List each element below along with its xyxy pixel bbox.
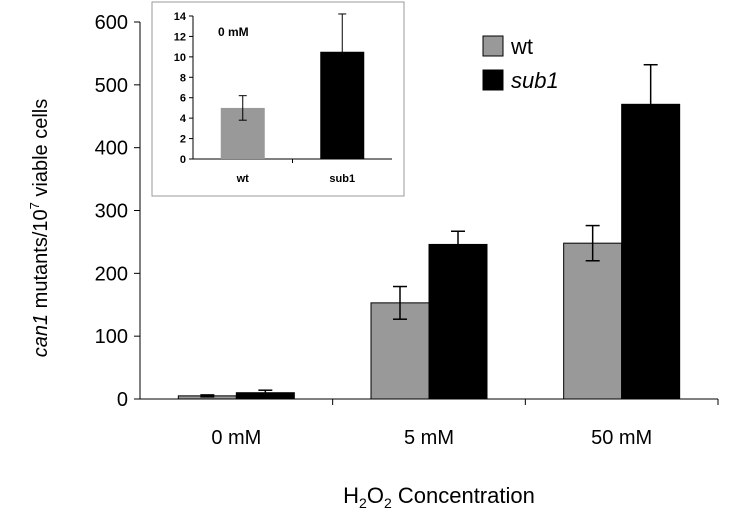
y-axis-title-part: mutants/10 [30, 209, 52, 314]
bar-wt [563, 242, 623, 400]
y-tick-label: 600 [95, 12, 128, 34]
y-axis-title-superscript: 7 [27, 202, 42, 209]
x-axis-title-subscript: 2 [359, 495, 367, 511]
y-tick-label: 100 [95, 326, 128, 348]
legend-swatch-wt [482, 35, 504, 57]
x-axis-title-subscript: 2 [384, 495, 392, 511]
inset-y-tick-label: 0 [180, 154, 186, 166]
inset-y-tick-label: 2 [180, 134, 186, 146]
inset-y-tick-label: 14 [174, 11, 187, 23]
legend-label-wt: wt [510, 34, 533, 59]
y-axis-title: can1 mutants/107 viable cells [27, 99, 52, 358]
y-tick-label: 300 [95, 201, 128, 223]
inset-title: 0 mM [218, 25, 249, 39]
x-category-label: 50 mM [591, 427, 652, 449]
bar-sub1 [621, 103, 681, 400]
inset-frame [151, 1, 405, 197]
y-tick-label: 500 [95, 75, 128, 97]
inset-y-tick-label: 4 [180, 113, 187, 125]
y-tick-label: 200 [95, 263, 128, 285]
inset-y-tick-label: 8 [180, 72, 186, 84]
inset-x-category-label: wt [236, 173, 250, 185]
bar-sub1 [428, 243, 488, 400]
y-tick-label: 400 [95, 138, 128, 160]
legend-swatch-sub1 [482, 69, 504, 91]
y-axis-title-part: viable cells [30, 99, 52, 202]
inset-y-tick-label: 12 [174, 31, 186, 43]
inset-chart: 0 2 4 6 8 10 12 14 wt sub1 0 mM [151, 1, 405, 197]
y-tick-label: 0 [117, 389, 128, 411]
legend: wt sub1 [482, 34, 559, 93]
x-axis-title: H2O2 Concentration [343, 483, 535, 511]
x-category-label: 5 mM [404, 427, 454, 449]
x-category-label: 0 mM [211, 427, 261, 449]
inset-x-category-label: sub1 [329, 173, 355, 185]
inset-y-tick-label: 6 [180, 93, 186, 105]
y-axis-title-gene: can1 [30, 314, 52, 357]
x-axis-title-part: O [367, 483, 384, 508]
legend-label-sub1: sub1 [511, 68, 559, 93]
x-axis-title-part: H [343, 483, 359, 508]
inset-y-tick-label: 10 [174, 52, 186, 64]
x-axis-title-part: Concentration [392, 483, 535, 508]
